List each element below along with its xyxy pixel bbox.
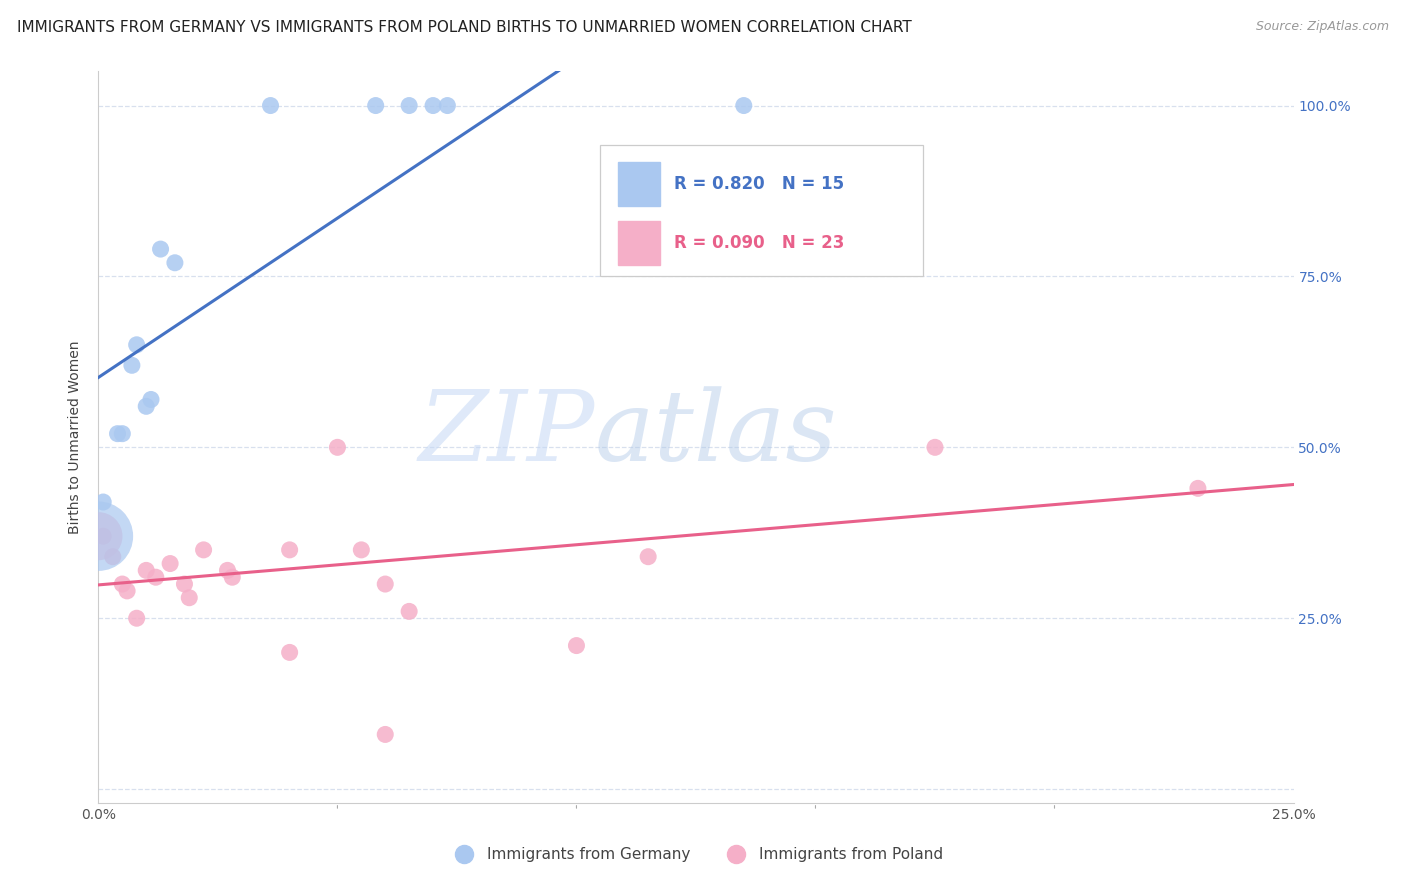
Point bbox=[149, 242, 172, 256]
Text: Source: ZipAtlas.com: Source: ZipAtlas.com bbox=[1256, 20, 1389, 33]
Point bbox=[350, 542, 373, 557]
Point bbox=[121, 359, 143, 373]
Point bbox=[278, 645, 301, 659]
Point bbox=[637, 549, 659, 564]
Point bbox=[436, 98, 458, 112]
Point bbox=[115, 583, 138, 598]
Point bbox=[259, 98, 281, 112]
Point bbox=[422, 98, 444, 112]
Text: ZIP: ZIP bbox=[418, 385, 595, 481]
Point bbox=[924, 440, 946, 454]
Point bbox=[125, 338, 148, 352]
Point bbox=[163, 256, 186, 270]
Point bbox=[145, 570, 167, 584]
Point bbox=[221, 570, 243, 584]
Text: atlas: atlas bbox=[595, 385, 837, 481]
Point bbox=[87, 529, 110, 543]
Y-axis label: Births to Unmarried Women: Births to Unmarried Women bbox=[69, 341, 83, 533]
Point bbox=[326, 440, 349, 454]
Point bbox=[135, 563, 157, 577]
Point bbox=[374, 577, 396, 591]
FancyBboxPatch shape bbox=[600, 145, 922, 277]
Point bbox=[398, 604, 420, 618]
Point bbox=[111, 577, 134, 591]
Point bbox=[91, 495, 114, 509]
Point bbox=[374, 727, 396, 741]
Point bbox=[179, 591, 201, 605]
Point bbox=[364, 98, 387, 112]
Point bbox=[107, 426, 129, 441]
Point bbox=[733, 98, 755, 112]
Text: R = 0.820   N = 15: R = 0.820 N = 15 bbox=[675, 175, 845, 193]
Point bbox=[217, 563, 239, 577]
Point bbox=[139, 392, 162, 407]
Point bbox=[87, 529, 110, 543]
Point bbox=[135, 400, 157, 414]
Point bbox=[193, 542, 215, 557]
Point bbox=[111, 426, 134, 441]
Text: R = 0.090   N = 23: R = 0.090 N = 23 bbox=[675, 235, 845, 252]
Point bbox=[1187, 481, 1209, 495]
Legend: Immigrants from Germany, Immigrants from Poland: Immigrants from Germany, Immigrants from… bbox=[443, 841, 949, 868]
Point bbox=[101, 549, 124, 564]
FancyBboxPatch shape bbox=[619, 221, 661, 265]
Point bbox=[278, 542, 301, 557]
Text: IMMIGRANTS FROM GERMANY VS IMMIGRANTS FROM POLAND BIRTHS TO UNMARRIED WOMEN CORR: IMMIGRANTS FROM GERMANY VS IMMIGRANTS FR… bbox=[17, 20, 911, 35]
FancyBboxPatch shape bbox=[619, 162, 661, 206]
Point bbox=[173, 577, 195, 591]
Point bbox=[565, 639, 588, 653]
Point bbox=[159, 557, 181, 571]
Point bbox=[398, 98, 420, 112]
Point bbox=[91, 529, 114, 543]
Point bbox=[125, 611, 148, 625]
